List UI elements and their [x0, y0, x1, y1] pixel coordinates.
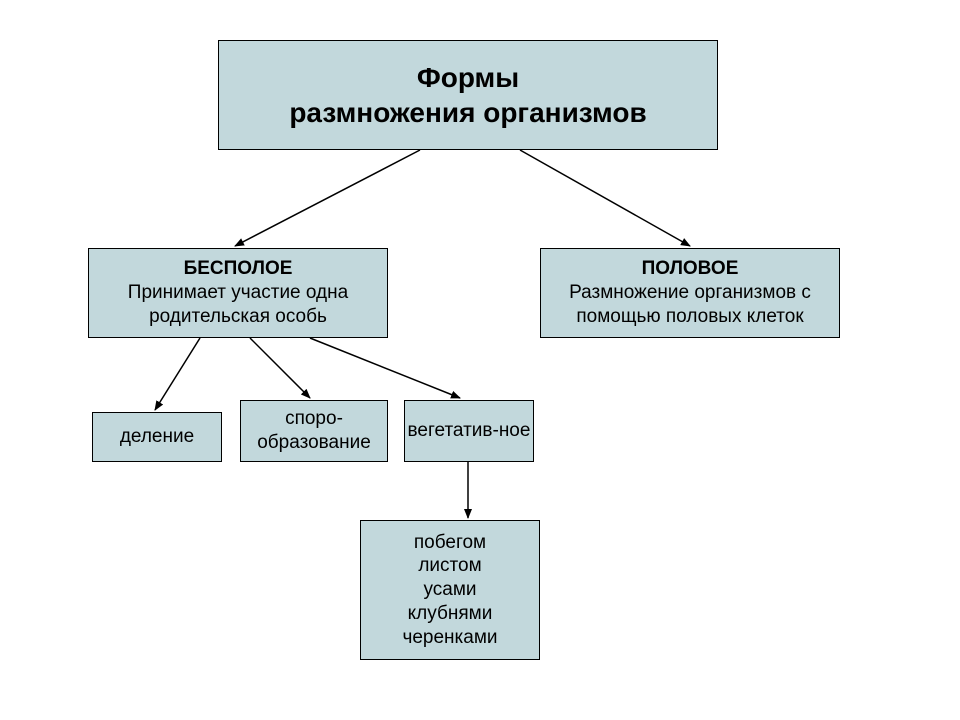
veg-ex-3: усами [423, 578, 476, 602]
veg-ex-2: листом [418, 554, 481, 578]
node-vegetative: вегетатив-ное [404, 400, 534, 462]
veg-ex-5: черенками [402, 626, 497, 650]
sexual-subtitle: Размножение организмов с помощью половых… [541, 281, 839, 329]
node-root: Формы размножения организмов [218, 40, 718, 150]
root-title-line1: Формы [417, 60, 519, 95]
asexual-subtitle: Принимает участие одна родительская особ… [89, 281, 387, 329]
edge-asexual-spore [250, 338, 310, 398]
edge-asexual-division [155, 338, 200, 410]
node-vegetative-examples: побегом листом усами клубнями черенками [360, 520, 540, 660]
vegetative-label: вегетатив-ное [408, 419, 531, 443]
node-sexual: ПОЛОВОЕ Размножение организмов с помощью… [540, 248, 840, 338]
root-title-line2: размножения организмов [289, 95, 646, 130]
edge-asexual-vegetative [310, 338, 460, 398]
edge-root-asexual [235, 150, 420, 246]
veg-ex-4: клубнями [408, 602, 493, 626]
spore-label: споро-образование [241, 407, 387, 455]
diagram-stage: Формы размножения организмов БЕСПОЛОЕ Пр… [0, 0, 960, 720]
veg-ex-1: побегом [414, 531, 486, 555]
sexual-title: ПОЛОВОЕ [642, 257, 739, 281]
node-asexual: БЕСПОЛОЕ Принимает участие одна родитель… [88, 248, 388, 338]
node-spore: споро-образование [240, 400, 388, 462]
node-division: деление [92, 412, 222, 462]
edge-root-sexual [520, 150, 690, 246]
asexual-title: БЕСПОЛОЕ [184, 257, 293, 281]
division-label: деление [120, 425, 194, 449]
